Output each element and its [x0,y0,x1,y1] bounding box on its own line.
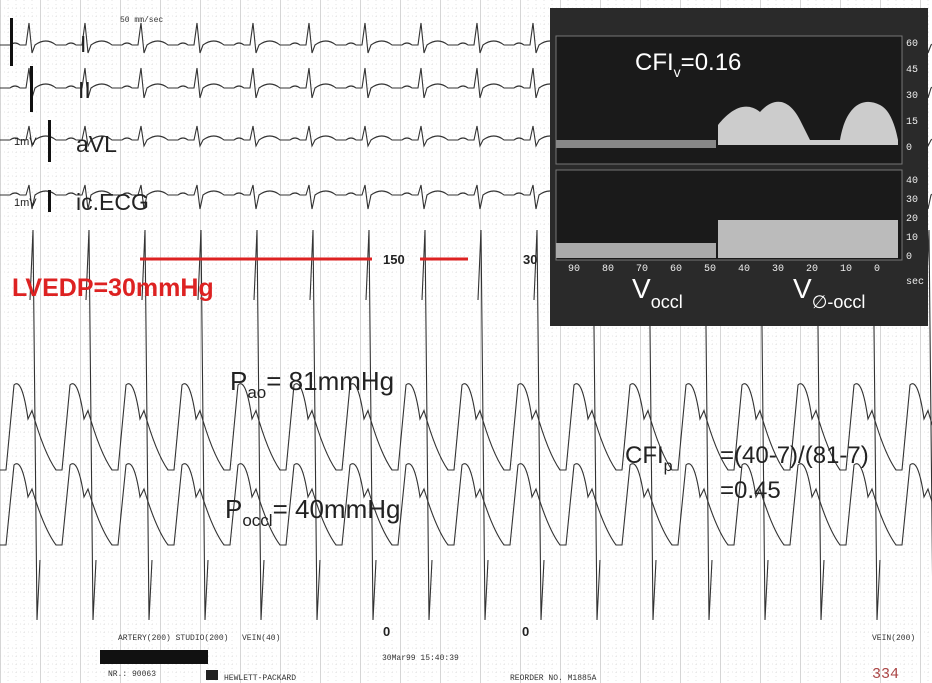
lead-label: I [80,31,86,57]
v-nonoccl: V∅-occl [793,273,865,312]
lead-label: II [78,77,91,103]
cfip-label: CFIp [625,442,673,475]
v-occl: Voccl [632,273,683,312]
cal-bar [30,66,33,112]
footer-reorder: REORDER NO. M1885A [510,674,597,683]
spectrum [718,220,898,258]
paper-speed: 50 mm/sec [120,16,163,25]
lead-scale: 1mV [14,136,37,148]
inset-tick: 30 [906,195,918,206]
inset-tick: 45 [906,65,918,76]
symbol: CFI [635,49,674,76]
inset-tick: 0 [874,264,880,275]
scale-mark: 0 [383,624,390,639]
lead-label: ic.ECG [76,189,149,215]
cal-bar [10,18,13,66]
scale-mark: 30 [523,252,537,267]
cal-bar [48,190,51,212]
lv-trace [29,229,932,621]
inset-tick: 30 [772,264,784,275]
subscript: p [664,458,673,475]
inset-tick: 30 [906,91,918,102]
inset-tick: 40 [738,264,750,275]
footer-channels: ARTERY(200) STUDIO(200) [118,634,228,643]
inset-tick: 50 [704,264,716,275]
inset-tick: 20 [906,214,918,225]
symbol: P [225,494,242,524]
subscript: ∅-occl [812,292,866,312]
footer-vein: VEIN(40) [242,634,280,643]
inset-tick: 60 [906,39,918,50]
scale-mark: 150 [383,252,405,267]
lead-scale: 1mV [14,197,37,209]
scale-mark: 0 [522,624,529,639]
inset-tick: 15 [906,117,918,128]
traces [0,22,932,621]
value-text: = 81mmHg [266,366,394,396]
pocc-label: Poccl= 40mmHg [225,494,400,530]
footer-record: NR.: 90063 [108,670,156,679]
page-number: 334 [872,666,899,683]
value-text: = 40mmHg [273,494,401,524]
symbol: CFI [625,442,664,469]
cfip-result: =0.45 [720,477,781,504]
doppler-inset: CFIv=0.16 Voccl V∅-occl 6045301504030201… [550,8,928,326]
logo [206,670,218,680]
footer-maker: HEWLETT-PACKARD [224,674,296,683]
subscript: ao [247,383,266,402]
footer-time: 30Mar99 15:40:39 [382,654,459,663]
cfip-formula: =(40-7)/(81-7) [720,442,869,469]
cfiv-label: CFIv=0.16 [635,49,741,80]
spectrum [718,101,898,145]
inset-unit: sec [906,277,924,288]
inset-tick: 40 [906,176,918,187]
inset-tick: 80 [602,264,614,275]
inset-tick: 20 [806,264,818,275]
footer-vein: VEIN(200) [872,634,915,643]
inset-tick: 90 [568,264,580,275]
subscript: occl [651,292,683,312]
spectrum [556,140,716,148]
inset-tick: 0 [906,143,912,154]
subscript: v [674,64,681,80]
lvedp: LVEDP=30mmHg [12,274,214,302]
symbol: P [230,366,247,396]
redaction [100,650,208,664]
inset-tick: 60 [670,264,682,275]
inset-tick: 10 [906,233,918,244]
inset-tick: 0 [906,252,912,263]
subscript: occl [242,511,272,530]
symbol: V [793,273,812,304]
value-text: =0.16 [681,49,742,76]
occlusion-pressure [0,463,932,546]
lead-label: aVL [76,131,117,157]
inset-tick: 70 [636,264,648,275]
cal-bar [48,120,51,162]
aortic-pressure [0,383,932,471]
spectrum [556,243,716,258]
inset-tick: 10 [840,264,852,275]
symbol: V [632,273,651,304]
pao-label: Pao= 81mmHg [230,366,394,402]
